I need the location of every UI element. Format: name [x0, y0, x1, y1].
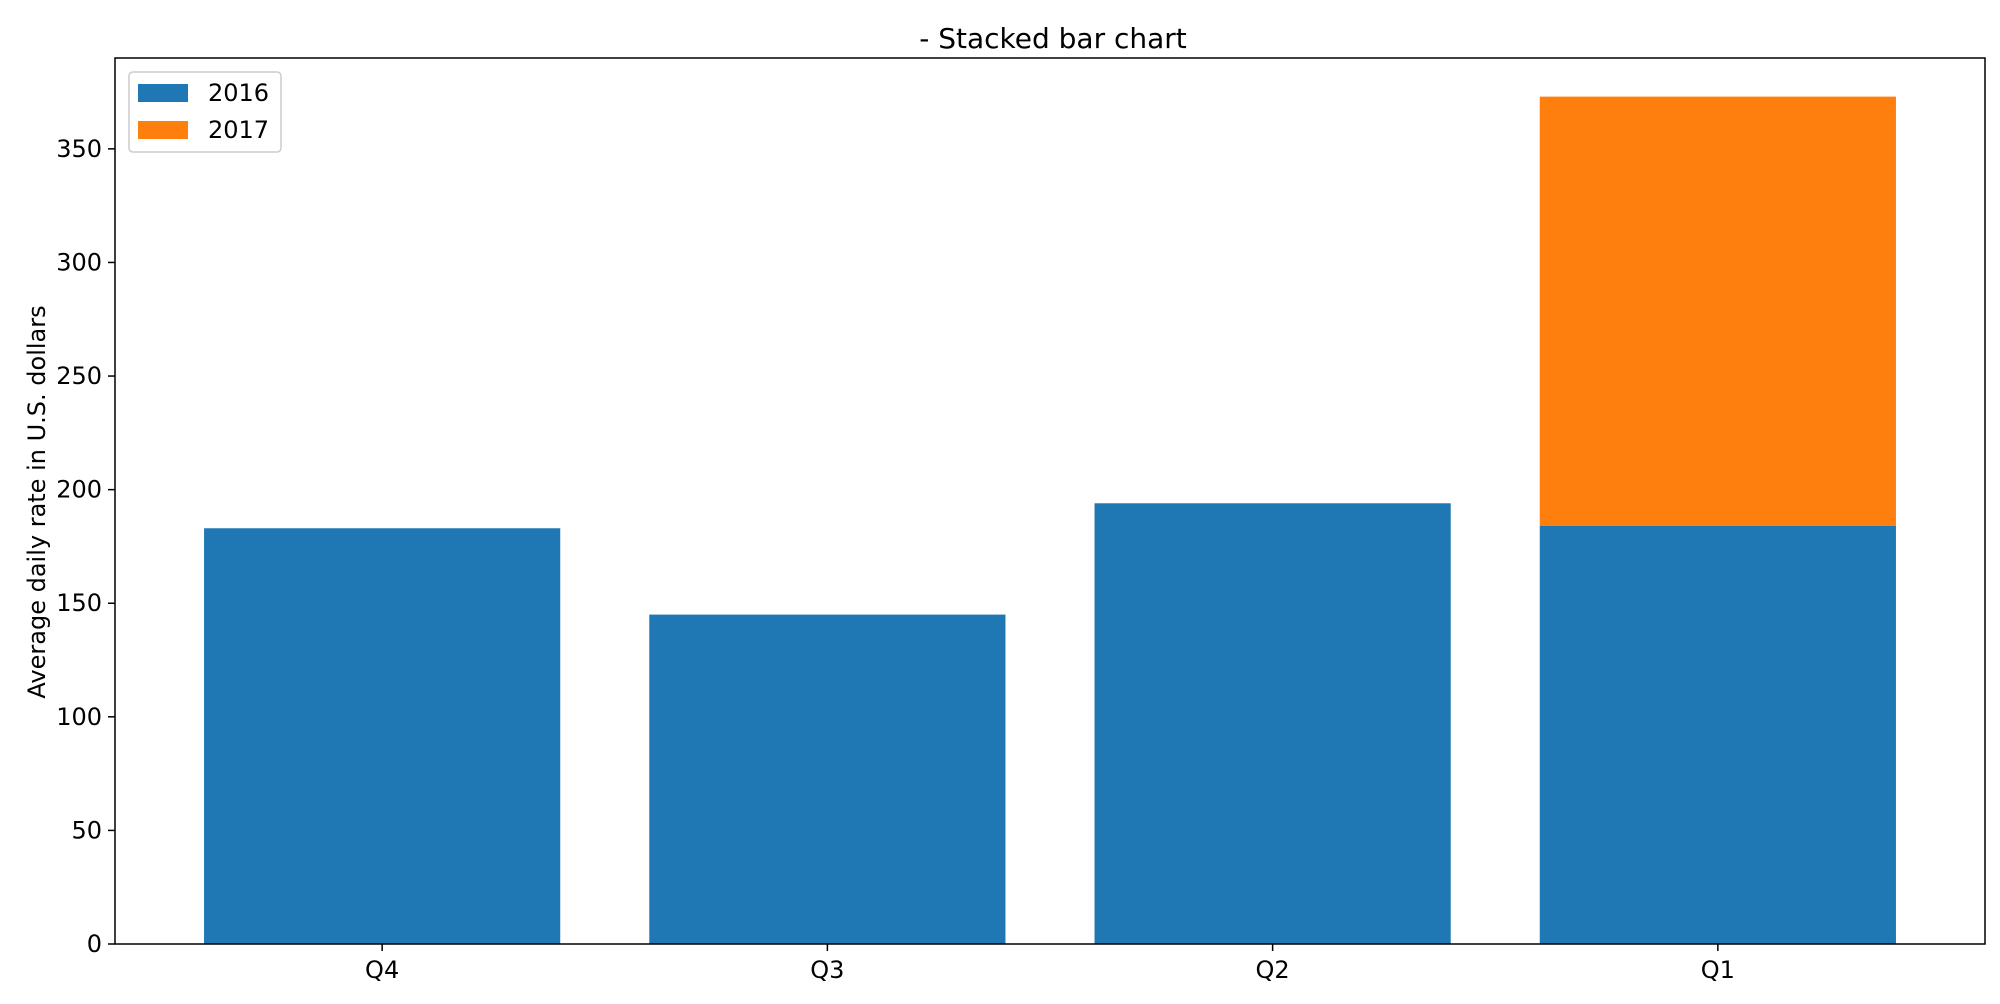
y-tick-label: 250 — [56, 362, 102, 390]
bar-q1-2016 — [1539, 525, 1896, 944]
y-tick-label: 50 — [71, 816, 102, 844]
plot-frame — [114, 57, 1986, 945]
bar-q2-2016 — [1094, 503, 1451, 944]
y-tick-label: 300 — [56, 248, 102, 276]
y-tick-label: 100 — [56, 703, 102, 731]
legend-swatch-2017 — [138, 121, 188, 139]
y-tick-label: 150 — [56, 589, 102, 617]
x-tick-label: Q3 — [810, 956, 844, 984]
legend-swatch-2016 — [138, 84, 188, 102]
x-tick-label: Q4 — [365, 956, 399, 984]
plot-area — [204, 96, 1896, 944]
x-tick-label: Q2 — [1256, 956, 1290, 984]
bar-q1-2017 — [1539, 96, 1896, 526]
legend-label-2016: 2016 — [208, 79, 269, 107]
y-tick-label: 200 — [56, 476, 102, 504]
legend: 2016 2017 — [128, 71, 282, 153]
y-tick-label: 350 — [56, 135, 102, 163]
y-tick-label: 0 — [87, 930, 102, 958]
x-tick-label: Q1 — [1701, 956, 1735, 984]
bar-q3-2016 — [649, 614, 1006, 944]
bar-q4-2016 — [204, 528, 561, 944]
legend-label-2017: 2017 — [208, 116, 269, 144]
chart-title: - Stacked bar chart — [919, 22, 1187, 55]
y-axis-label: Average daily rate in U.S. dollars — [23, 305, 51, 698]
axes: Q4 Q3 Q2 Q1 0 50 100 150 200 250 300 350 — [56, 57, 1986, 984]
